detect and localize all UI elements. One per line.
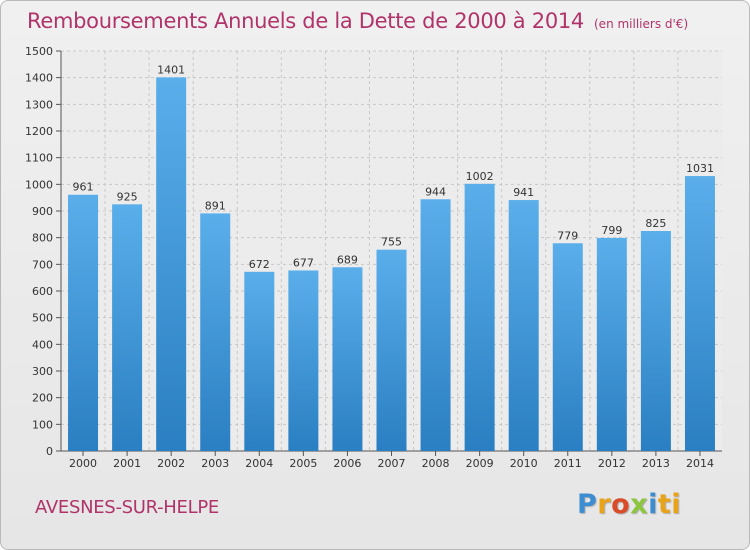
location-name: AVESNES-SUR-HELPE bbox=[35, 497, 219, 518]
x-tick-label: 2003 bbox=[201, 457, 229, 470]
bar-2011 bbox=[552, 243, 583, 451]
bar-value-label: 1401 bbox=[157, 63, 185, 76]
bar-value-label: 961 bbox=[73, 181, 94, 194]
x-tick-label: 2004 bbox=[245, 457, 273, 470]
x-tick-label: 2007 bbox=[378, 457, 406, 470]
bar-2005 bbox=[288, 270, 319, 451]
bar-value-label: 779 bbox=[557, 229, 578, 242]
x-tick-label: 2002 bbox=[157, 457, 185, 470]
y-tick-label: 900 bbox=[32, 205, 53, 218]
x-tick-label: 2005 bbox=[289, 457, 317, 470]
x-tick-label: 2012 bbox=[598, 457, 626, 470]
y-tick-label: 1300 bbox=[25, 98, 53, 111]
bar-value-label: 941 bbox=[513, 186, 534, 199]
bar-2007 bbox=[376, 249, 407, 451]
x-tick-label: 2010 bbox=[510, 457, 538, 470]
x-tick-label: 2006 bbox=[333, 457, 361, 470]
x-tick-label: 2008 bbox=[422, 457, 450, 470]
y-tick-label: 1500 bbox=[25, 45, 53, 58]
x-tick-label: 2014 bbox=[686, 457, 714, 470]
bar-value-label: 925 bbox=[117, 190, 138, 203]
y-tick-label: 0 bbox=[46, 445, 53, 458]
bar-value-label: 677 bbox=[293, 256, 314, 269]
bar-value-label: 825 bbox=[645, 217, 666, 230]
bar-2003 bbox=[200, 213, 231, 451]
bar-value-label: 1002 bbox=[466, 170, 494, 183]
bar-value-label: 799 bbox=[601, 224, 622, 237]
y-tick-label: 200 bbox=[32, 392, 53, 405]
y-tick-label: 1000 bbox=[25, 178, 53, 191]
y-tick-label: 500 bbox=[32, 312, 53, 325]
bar-2004 bbox=[244, 271, 275, 451]
chart-title-text: Remboursements Annuels de la Dette de 20… bbox=[27, 9, 584, 33]
x-tick-label: 2011 bbox=[554, 457, 582, 470]
bar-2008 bbox=[420, 199, 451, 451]
bar-value-label: 944 bbox=[425, 185, 446, 198]
bar-value-label: 755 bbox=[381, 236, 402, 249]
y-tick-label: 700 bbox=[32, 258, 53, 271]
bar-value-label: 672 bbox=[249, 258, 270, 271]
proxiti-logo: Proxiti bbox=[577, 489, 682, 520]
bar-2001 bbox=[112, 204, 143, 451]
x-tick-label: 2000 bbox=[69, 457, 97, 470]
y-tick-label: 100 bbox=[32, 418, 53, 431]
bar-2013 bbox=[640, 231, 671, 451]
y-tick-label: 400 bbox=[32, 338, 53, 351]
bar-value-label: 1031 bbox=[686, 162, 714, 175]
bar-2009 bbox=[464, 183, 495, 452]
x-tick-label: 2001 bbox=[113, 457, 141, 470]
y-tick-label: 1400 bbox=[25, 72, 53, 85]
chart-unit-note: (en milliers d'€) bbox=[594, 17, 689, 31]
bar-value-label: 689 bbox=[337, 253, 358, 266]
bar-2014 bbox=[684, 176, 715, 452]
y-tick-label: 1100 bbox=[25, 152, 53, 165]
y-tick-label: 800 bbox=[32, 232, 53, 245]
bar-2010 bbox=[508, 200, 539, 451]
bar-value-label: 891 bbox=[205, 199, 226, 212]
bar-2000 bbox=[68, 194, 99, 451]
chart-title: Remboursements Annuels de la Dette de 20… bbox=[27, 9, 688, 33]
x-tick-label: 2009 bbox=[466, 457, 494, 470]
bar-2002 bbox=[156, 77, 187, 452]
bar-2012 bbox=[596, 237, 627, 451]
bar-2006 bbox=[332, 267, 363, 451]
y-tick-label: 600 bbox=[32, 285, 53, 298]
x-tick-label: 2013 bbox=[642, 457, 670, 470]
y-tick-label: 300 bbox=[32, 365, 53, 378]
y-tick-label: 1200 bbox=[25, 125, 53, 138]
